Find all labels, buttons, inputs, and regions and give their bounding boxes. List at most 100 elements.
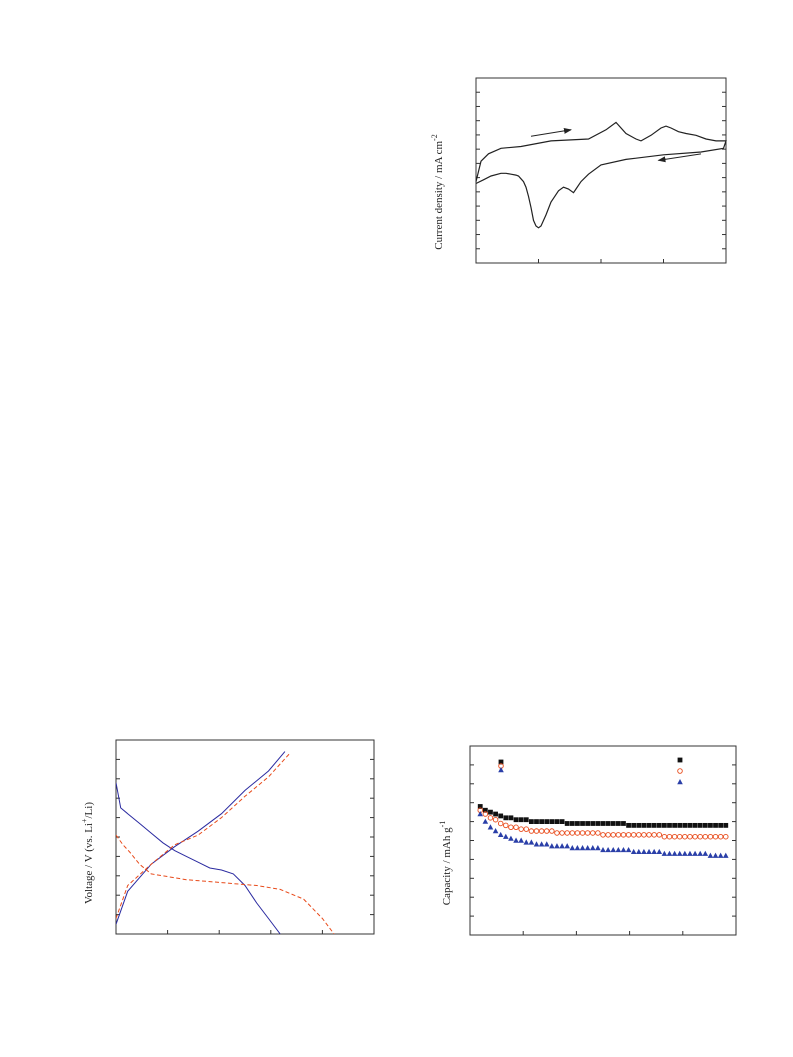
capacity-triangle-point [641, 848, 647, 855]
capacity-triangle-point [477, 811, 484, 817]
capacity-square-point [544, 819, 550, 824]
voltage-dashed-discharge-curve [116, 834, 335, 934]
cv-arrow-forward [530, 127, 572, 137]
capacity-circle-point [615, 832, 622, 838]
capacity-square-point [610, 821, 616, 826]
capacity-triangle-point [487, 824, 494, 830]
capacity-circle-point [697, 833, 703, 840]
capacity-square-point [641, 822, 647, 828]
capacity-square-point [488, 809, 493, 815]
capacity-circle-point [482, 811, 489, 817]
capacity-triangle-point [482, 818, 489, 824]
voltage-solid-charge-curve [116, 751, 286, 925]
voltage-solid-discharge-curve [116, 782, 281, 934]
capacity-triangle-point [671, 850, 678, 856]
capacity-circle-point [723, 833, 729, 840]
capacity-square-point [595, 821, 601, 826]
capacity-triangle-point [503, 833, 509, 839]
capacity-square-point [503, 815, 509, 821]
capacity-circle-point [595, 830, 601, 836]
capacity-legend-right-square-marker [677, 757, 683, 763]
capacity-triangle-point [523, 839, 530, 845]
capacity-triangle-point [579, 845, 586, 851]
capacity-circle-point [666, 833, 673, 840]
capacity-triangle-point [574, 845, 581, 851]
capacity-triangle-point [625, 846, 632, 853]
capacity-square-point [605, 821, 611, 826]
capacity-circle-point [692, 833, 698, 840]
cv-chart-panel: Current density / mA cm-2 [430, 70, 730, 275]
capacity-square-point [697, 822, 703, 828]
capacity-square-point [636, 822, 642, 828]
capacity-triangle-point [569, 845, 576, 851]
capacity-square-point [523, 817, 529, 823]
capacity-triangle-point [564, 843, 570, 849]
capacity-square-point [672, 822, 678, 828]
capacity-square-point [656, 822, 662, 828]
capacity-triangle-point [692, 850, 698, 856]
capacity-triangle-point [589, 845, 596, 851]
capacity-circle-point [569, 830, 576, 836]
capacity-circle-point [610, 832, 616, 838]
capacity-square-point [528, 819, 534, 824]
capacity-circle-point [641, 832, 647, 838]
capacity-square-point [702, 822, 708, 828]
capacity-triangle-point [600, 846, 606, 853]
capacity-square-point [708, 822, 713, 828]
capacity-triangle-point [528, 839, 535, 845]
capacity-triangle-point [584, 845, 591, 851]
capacity-circle-point [543, 828, 550, 834]
capacity-square-point [682, 822, 688, 828]
capacity-circle-point [605, 832, 611, 838]
capacity-square-point [667, 822, 672, 828]
capacity-square-point [692, 822, 698, 828]
capacity-square-point [651, 822, 657, 828]
capacity-triangle-point [610, 846, 617, 853]
capacity-square-point [549, 819, 555, 824]
capacity-legend-left-square-marker [498, 759, 504, 765]
capacity-circle-point [702, 833, 709, 840]
capacity-square-point [580, 821, 585, 826]
capacity-legend-right-triangle-marker [677, 779, 683, 785]
capacity-square-point [713, 822, 718, 828]
capacity-square-point [477, 804, 483, 809]
capacity-circle-point [497, 820, 504, 827]
voltage-chart-svg: Voltage / V (vs. Li+/Li) [80, 739, 375, 935]
capacity-circle-point [651, 832, 657, 838]
capacity-circle-point [646, 832, 652, 838]
capacity-square-point [564, 821, 570, 826]
capacity-square-point [554, 819, 560, 824]
capacity-triangle-point [605, 846, 611, 853]
capacity-circle-point [538, 828, 545, 834]
capacity-triangle-point [549, 843, 555, 849]
capacity-circle-point [528, 828, 535, 834]
capacity-triangle-point [513, 837, 519, 843]
capacity-square-point [687, 822, 693, 828]
capacity-triangle-point [717, 852, 724, 858]
capacity-circle-point [687, 833, 693, 840]
capacity-square-point [518, 817, 524, 823]
capacity-square-point [661, 822, 667, 828]
capacity-circle-point [661, 833, 668, 840]
capacity-square-point [723, 822, 729, 828]
capacity-circle-point [656, 832, 663, 838]
capacity-circle-point [503, 822, 509, 829]
capacity-circle-point [717, 833, 724, 840]
capacity-circle-point [636, 832, 642, 838]
capacity-circle-point [579, 830, 586, 836]
capacity-square-point [575, 821, 580, 826]
capacity-circle-point [671, 833, 678, 840]
capacity-circle-point [518, 826, 524, 832]
capacity-square-point [677, 822, 683, 828]
capacity-chart-svg: Capacity / mAh g-1 [438, 745, 737, 936]
capacity-circle-point [554, 830, 560, 836]
capacity-circle-point [600, 832, 606, 838]
cv-arrow-reverse [657, 153, 702, 163]
capacity-circle-point [707, 833, 714, 840]
capacity-circle-point [564, 830, 570, 836]
capacity-triangle-point [630, 848, 637, 855]
capacity-square-point [590, 821, 596, 826]
capacity-circle-point [590, 830, 596, 836]
capacity-triangle-point [666, 850, 673, 856]
capacity-triangle-point [518, 837, 524, 843]
